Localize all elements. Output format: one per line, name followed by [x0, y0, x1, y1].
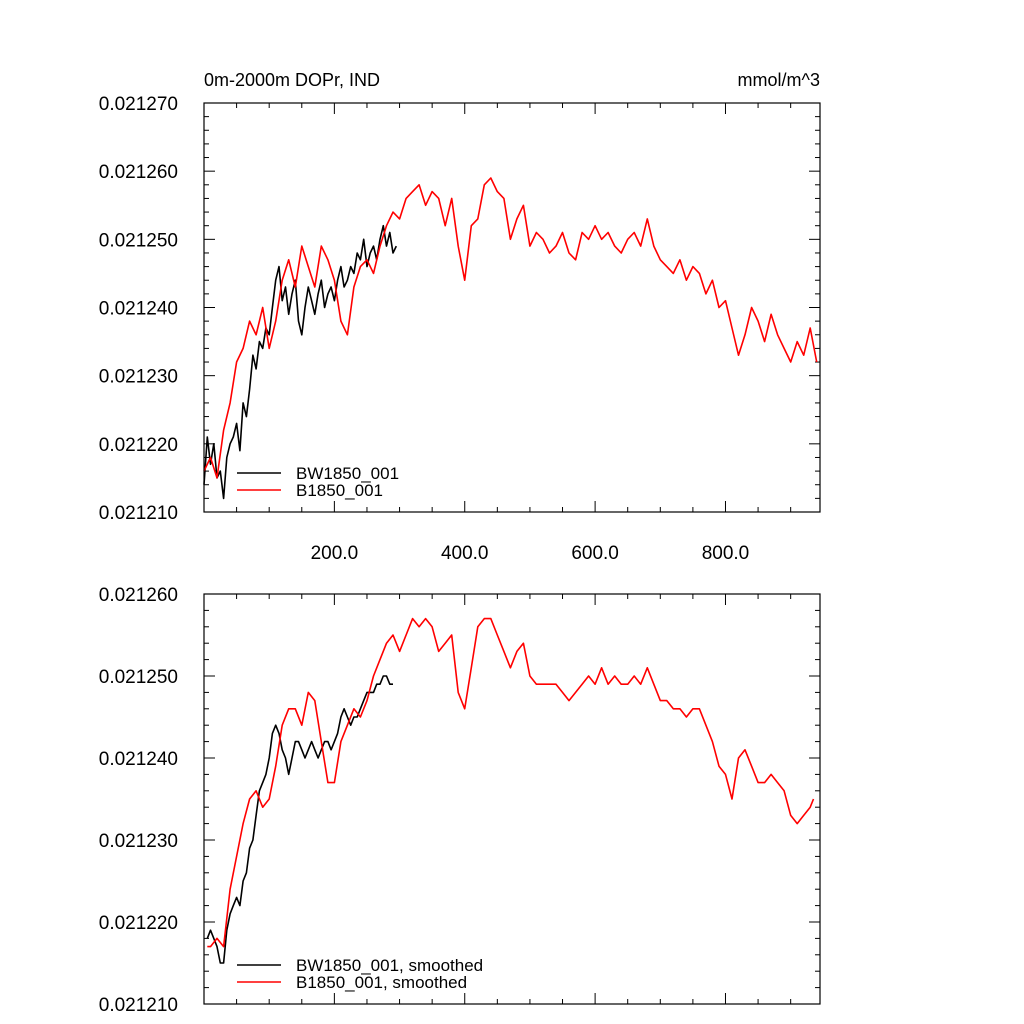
legend-label: B1850_001, smoothed — [296, 973, 467, 992]
y-tick-label: 0.021250 — [99, 230, 178, 251]
legend-label: B1850_001 — [296, 481, 383, 500]
y-tick-label: 0.021220 — [99, 435, 178, 456]
y-tick-label: 0.021220 — [99, 913, 178, 934]
y-tick-label: 0.021240 — [99, 749, 178, 770]
x-tick-label: 400.0 — [441, 543, 489, 564]
x-tick-label: 600.0 — [571, 543, 619, 564]
legend-label: BW1850_001, smoothed — [296, 956, 483, 975]
series-line-1 — [203, 224, 398, 500]
chart-panel-top: 0m-2000m DOPr, IND mmol/m^3 0.021210 0.02… — [99, 70, 821, 564]
series-line-1 — [206, 675, 393, 964]
y-tick-label: 0.021230 — [99, 831, 178, 852]
series-line-2 — [203, 177, 818, 479]
y-tick-label: 0.021250 — [99, 667, 178, 688]
chart-panel-bottom: 0.021210 0.021220 0.021230 0.021240 0.021250… — [99, 585, 821, 1016]
plot-frame — [203, 593, 821, 1005]
y-tick-label: 0.021230 — [99, 367, 178, 388]
chart-title: 0m-2000m DOPr, IND — [204, 70, 380, 90]
y-tick-label: 0.021210 — [99, 503, 178, 524]
chart-units: mmol/m^3 — [738, 70, 820, 90]
series-line-2 — [207, 617, 815, 948]
y-tick-label: 0.021260 — [99, 162, 178, 183]
legend-label: BW1850_001 — [296, 464, 399, 483]
plot-frame — [203, 102, 821, 513]
x-tick-label: 800.0 — [702, 543, 750, 564]
x-tick-label: 200.0 — [311, 543, 359, 564]
y-tick-label: 0.021260 — [99, 585, 178, 606]
y-tick-label: 0.021210 — [99, 995, 178, 1016]
y-tick-label: 0.021240 — [99, 299, 178, 320]
y-tick-label: 0.021270 — [99, 94, 178, 115]
